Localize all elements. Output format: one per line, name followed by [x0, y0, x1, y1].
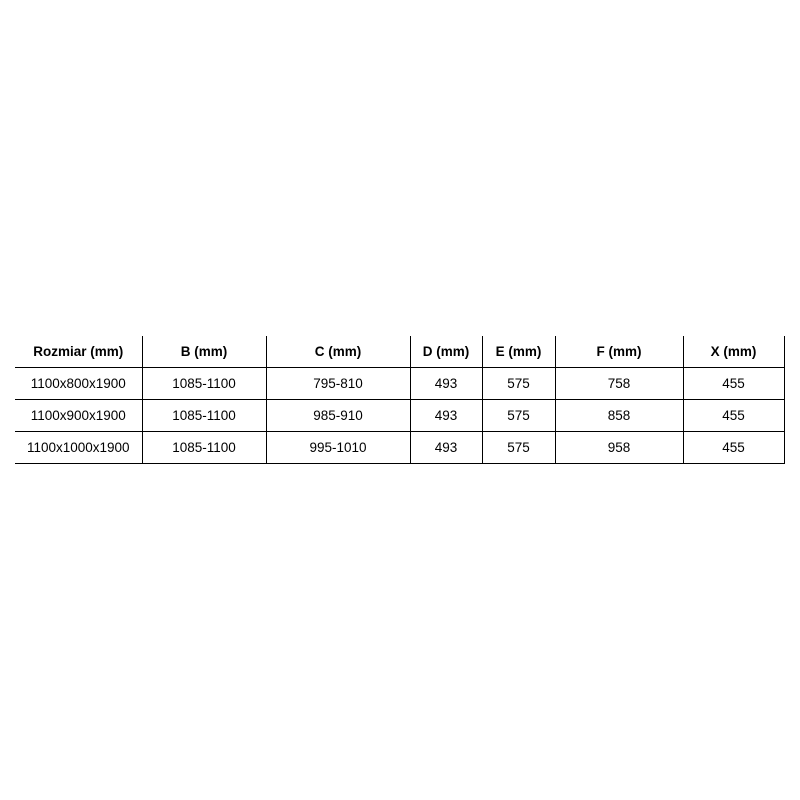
- cell: 1100x1000x1900: [15, 431, 143, 464]
- cell: 1100x900x1900: [15, 399, 143, 432]
- cell: 958: [555, 431, 684, 464]
- cell: 493: [410, 431, 483, 464]
- header-b: B (mm): [142, 336, 267, 368]
- table-row: 1100x1000x1900 1085-1100 995-1010 493 57…: [15, 431, 785, 464]
- table-row: 1100x900x1900 1085-1100 985-910 493 575 …: [15, 399, 785, 432]
- cell: 1085-1100: [142, 399, 267, 432]
- cell: 1085-1100: [142, 367, 267, 400]
- header-x: X (mm): [683, 336, 785, 368]
- header-rozmiar: Rozmiar (mm): [15, 336, 143, 368]
- cell: 858: [555, 399, 684, 432]
- header-c: C (mm): [266, 336, 411, 368]
- cell: 795-810: [266, 367, 411, 400]
- cell: 575: [482, 399, 556, 432]
- header-d: D (mm): [410, 336, 483, 368]
- header-e: E (mm): [482, 336, 556, 368]
- cell: 1085-1100: [142, 431, 267, 464]
- cell: 455: [683, 367, 785, 400]
- header-f: F (mm): [555, 336, 684, 368]
- cell: 455: [683, 431, 785, 464]
- cell: 455: [683, 399, 785, 432]
- cell: 995-1010: [266, 431, 411, 464]
- cell: 493: [410, 399, 483, 432]
- cell: 758: [555, 367, 684, 400]
- cell: 575: [482, 431, 556, 464]
- cell: 985-910: [266, 399, 411, 432]
- table-row: 1100x800x1900 1085-1100 795-810 493 575 …: [15, 367, 785, 400]
- table-header-row: Rozmiar (mm) B (mm) C (mm) D (mm) E (mm)…: [15, 336, 785, 368]
- cell: 493: [410, 367, 483, 400]
- cell: 575: [482, 367, 556, 400]
- dimensions-table: Rozmiar (mm) B (mm) C (mm) D (mm) E (mm)…: [15, 336, 785, 464]
- cell: 1100x800x1900: [15, 367, 143, 400]
